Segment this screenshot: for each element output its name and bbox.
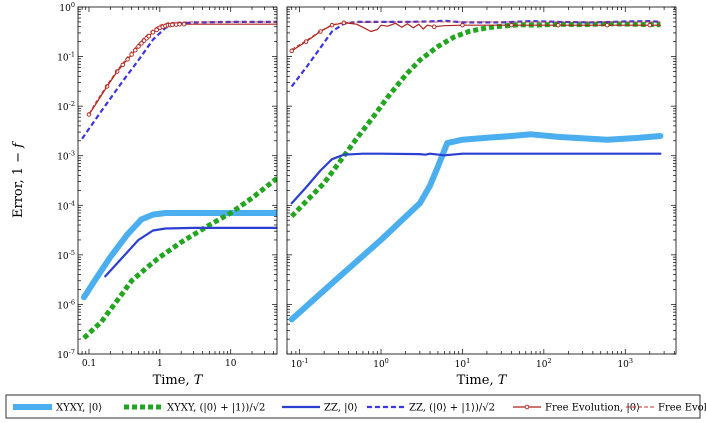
left-marker-free0 [150,29,156,35]
right-panel: 10-1 100 101 102 103 Time, T [286,6,677,388]
right-marker-free0 [604,22,610,28]
right-series-zz0 [290,152,662,205]
left-y-tick-label: 10-1 [57,51,75,64]
left-marker-free0 [86,112,92,117]
left-marker-free0 [177,22,182,27]
right-series-free0 [291,22,661,52]
right-x-tick-label: 103 [617,357,633,370]
left-y-tick-label: 10-6 [57,298,75,311]
left-x-tick-label: 1 [157,359,163,369]
left-marker-free0 [170,22,175,28]
right-x-tick-label: 100 [373,357,389,370]
right-x-tick-label: 101 [455,357,471,370]
left-marker-free0 [114,69,120,74]
legend-marker-free0 [524,404,530,410]
legend-label-zzplus: ZZ, (|0⟩ + |1⟩)/√2 [409,403,495,414]
left-ticks [77,6,277,355]
right-x-tick-label: 10-1 [291,357,309,370]
right-marker-free0 [509,22,514,28]
right-marker-free0 [460,22,465,28]
right-series-xyxyplus [289,21,661,219]
right-series [288,19,664,323]
left-y-tick-label: 10-2 [57,100,75,113]
right-x-axis-label: Time, T [457,373,508,388]
left-x-tick-label: 10 [225,359,237,369]
right-marker-free0 [289,48,294,54]
left-panel: 0.1 1 10 10-7 10-6 10-5 10-4 10-3 10-2 10-1 100 Tim… [11,1,278,388]
left-y-tick-label: 10-3 [57,150,75,163]
left-y-tick-label: 10-7 [57,348,75,361]
left-series-zz0 [104,226,277,278]
left-y-tick-label: 10-5 [57,249,75,262]
right-marker-free0 [555,22,561,28]
legend-label-xyxyplus: XYXY, (|0⟩ + |1⟩)/√2 [167,403,265,414]
legend: XYXY, |0⟩ XYXY, (|0⟩ + |1⟩)/√2 ZZ, |0⟩ ZZ, … [5,394,706,419]
left-marker-free0 [133,48,138,53]
right-frame [286,6,677,355]
right-marker-free0 [647,22,653,28]
right-series-freeplus [291,21,661,50]
left-marker-free0 [154,27,159,33]
left-marker-free0 [146,33,152,39]
left-y-tick-label: 10-4 [57,199,75,212]
left-series-xyxyplus [82,176,277,340]
right-ticks [286,6,676,355]
left-marker-free0 [181,21,187,27]
left-frame [77,6,278,355]
right-x-tick-label: 102 [536,357,552,370]
right-marker-free0 [318,29,323,34]
right-series-xyxy0 [288,131,664,323]
right-marker-free0 [431,24,437,29]
legend-label-xyxy0: XYXY, |0⟩ [56,403,102,414]
left-y-tick-label: 100 [59,1,75,14]
legend-label-free0: Free Evolution, |0⟩ [545,403,640,414]
left-series-zzplus [81,20,277,140]
left-series-xyxy0 [81,210,277,301]
legend-box [5,394,701,419]
left-y-axis-label: Error, 1 − f [11,141,26,218]
legend-label-zz0: ZZ, |0⟩ [324,403,358,414]
left-series [81,20,277,340]
left-x-axis-label: Time, T [153,373,204,388]
left-x-tick-label: 0.1 [82,359,96,369]
left-series-freeplus [88,21,277,115]
legend-label-freeplus: Free Evolution, (|0⟩ + |1⟩)/√2 [658,403,706,414]
